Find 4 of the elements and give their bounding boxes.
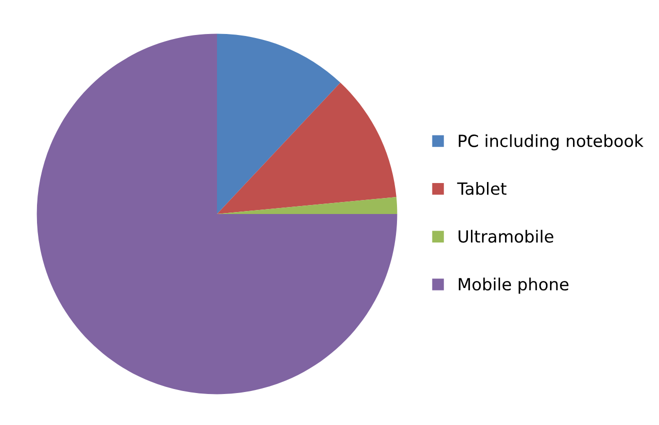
legend-label: Mobile phone (458, 278, 568, 294)
legend-label: PC including notebook (458, 134, 644, 150)
legend-label: Ultramobile (458, 230, 554, 243)
legend-label: Tablet (457, 182, 506, 195)
